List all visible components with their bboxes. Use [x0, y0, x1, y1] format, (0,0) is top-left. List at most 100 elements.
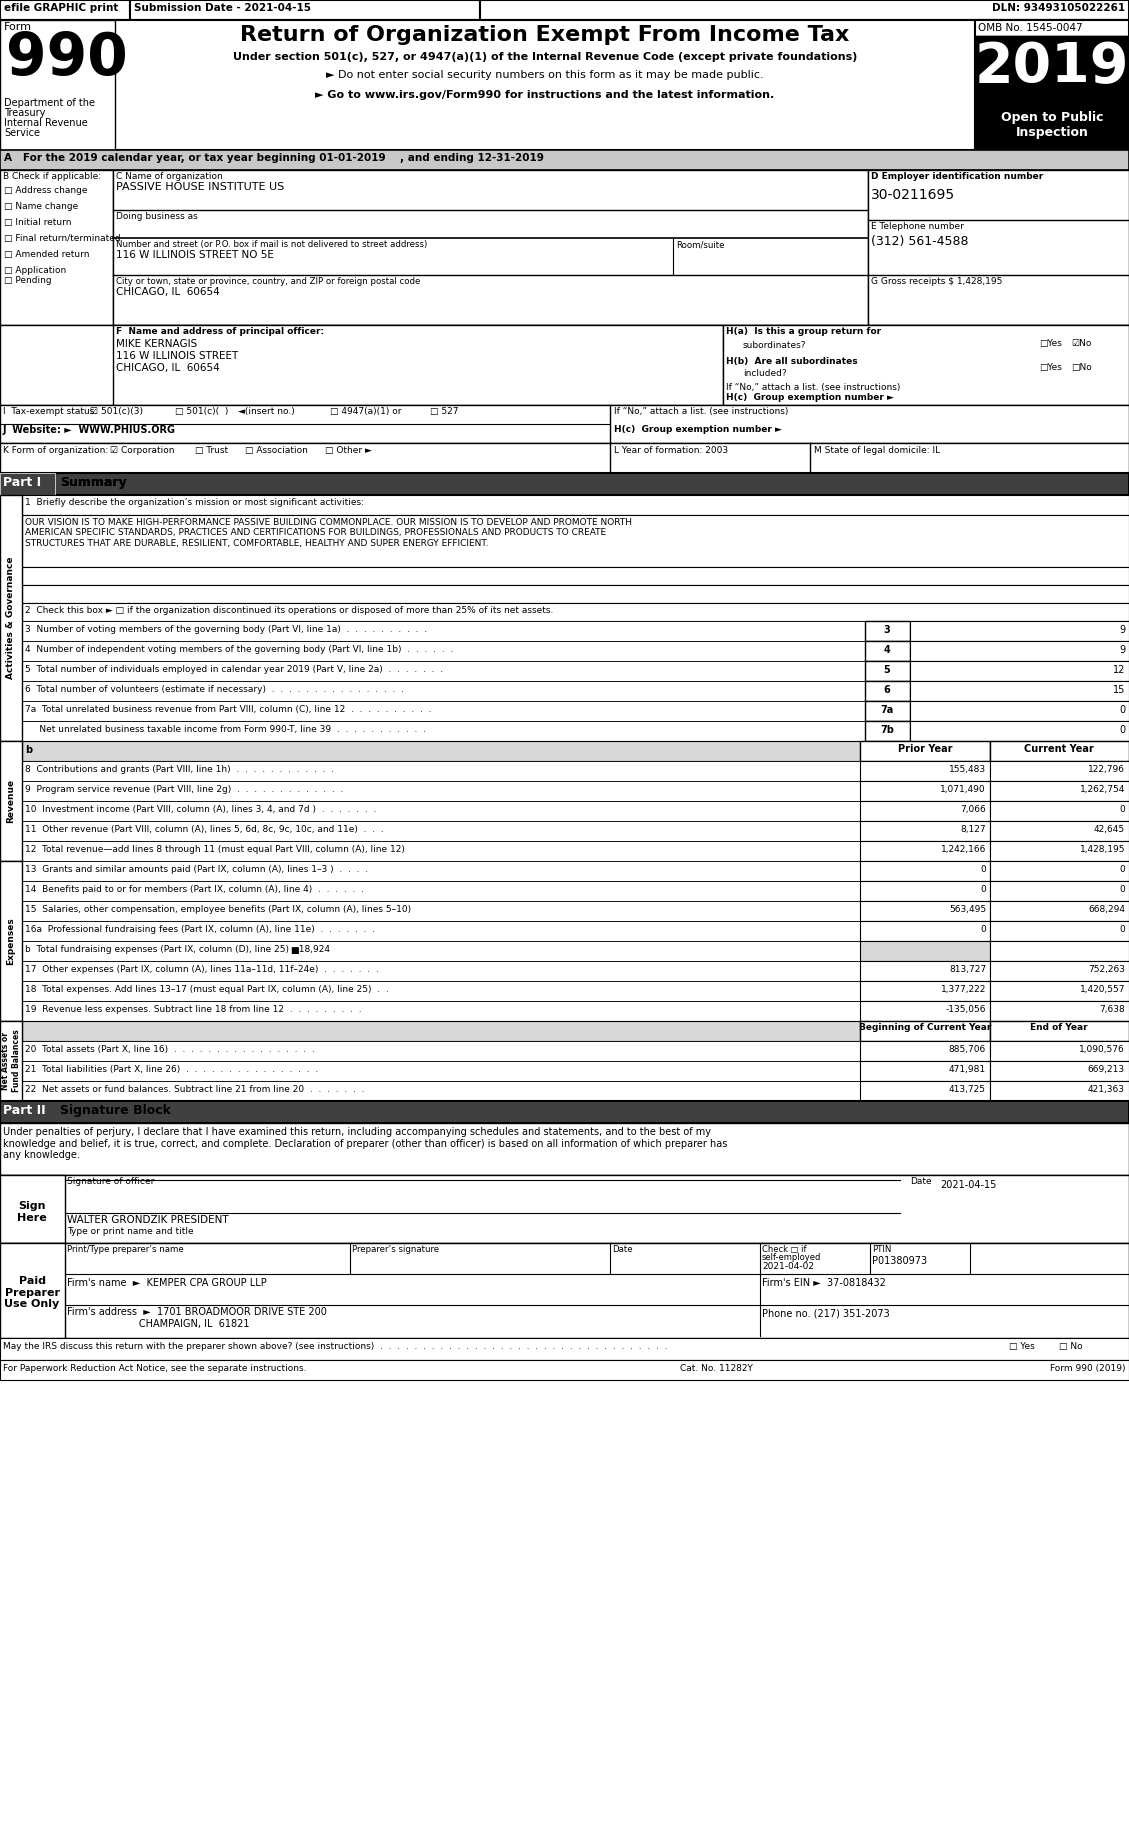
Bar	[21, 921, 860, 941]
Text: -135,056: -135,056	[945, 1005, 986, 1014]
Bar	[990, 780, 1129, 800]
Text: 4  Number of independent voting members of the governing body (Part VI, line 1b): 4 Number of independent voting members o…	[25, 645, 453, 654]
Text: 421,363: 421,363	[1088, 1085, 1124, 1094]
Bar	[990, 901, 1129, 921]
Bar	[21, 681, 865, 702]
Text: 18  Total expenses. Add lines 13–17 (must equal Part IX, column (A), line 25)  .: 18 Total expenses. Add lines 13–17 (must…	[25, 985, 388, 994]
Text: □ 527: □ 527	[430, 407, 458, 417]
Text: 1,090,576: 1,090,576	[1079, 1045, 1124, 1054]
Text: Paid
Preparer
Use Only: Paid Preparer Use Only	[5, 1275, 60, 1310]
Text: 42,645: 42,645	[1094, 826, 1124, 833]
Text: 17  Other expenses (Part IX, column (A), lines 11a–11d, 11f–24e)  .  .  .  .  . : 17 Other expenses (Part IX, column (A), …	[25, 965, 378, 974]
Bar	[860, 881, 990, 901]
Text: Room/suite: Room/suite	[676, 239, 725, 248]
Text: 1,377,222: 1,377,222	[940, 985, 986, 994]
Bar	[990, 941, 1129, 961]
Bar	[21, 780, 860, 800]
Text: 11  Other revenue (Part VIII, column (A), lines 5, 6d, 8c, 9c, 10c, and 11e)  . : 11 Other revenue (Part VIII, column (A),…	[25, 826, 384, 833]
Text: □ No: □ No	[1059, 1343, 1083, 1350]
Bar	[865, 621, 910, 641]
Text: 7,638: 7,638	[1100, 1005, 1124, 1014]
Text: 563,495: 563,495	[948, 904, 986, 914]
Bar	[130, 0, 480, 20]
Text: 413,725: 413,725	[949, 1085, 986, 1094]
Text: □Yes: □Yes	[1039, 340, 1062, 347]
Text: 2019: 2019	[974, 40, 1129, 93]
Text: Service: Service	[5, 128, 40, 139]
Text: CHAMPAIGN, IL  61821: CHAMPAIGN, IL 61821	[67, 1319, 250, 1328]
Text: 122,796: 122,796	[1088, 766, 1124, 775]
Bar	[990, 742, 1129, 762]
Text: Firm's name  ►  KEMPER CPA GROUP LLP: Firm's name ► KEMPER CPA GROUP LLP	[67, 1279, 266, 1288]
Text: 22  Net assets or fund balances. Subtract line 21 from line 20  .  .  .  .  .  .: 22 Net assets or fund balances. Subtract…	[25, 1085, 365, 1094]
Text: H(a)  Is this a group return for: H(a) Is this a group return for	[726, 327, 881, 336]
Bar	[21, 661, 865, 681]
Text: Net Assets or
Fund Balances: Net Assets or Fund Balances	[1, 1030, 20, 1093]
Text: PTIN: PTIN	[872, 1244, 892, 1253]
Text: ☑ 501(c)(3): ☑ 501(c)(3)	[90, 407, 143, 417]
Bar	[21, 820, 860, 840]
Text: Submission Date - 2021-04-15: Submission Date - 2021-04-15	[134, 4, 310, 13]
Bar	[21, 641, 865, 661]
Text: 14  Benefits paid to or for members (Part IX, column (A), line 4)  .  .  .  .  .: 14 Benefits paid to or for members (Part…	[25, 884, 364, 893]
Text: 3  Number of voting members of the governing body (Part VI, line 1a)  .  .  .  .: 3 Number of voting members of the govern…	[25, 625, 427, 634]
Text: 1,242,166: 1,242,166	[940, 846, 986, 853]
Bar	[990, 1021, 1129, 1041]
Bar	[990, 762, 1129, 780]
Bar	[860, 981, 990, 1001]
Text: 9: 9	[1119, 625, 1124, 636]
Text: For Paperwork Reduction Act Notice, see the separate instructions.: For Paperwork Reduction Act Notice, see …	[3, 1365, 306, 1374]
Text: Revenue: Revenue	[7, 778, 16, 822]
Bar	[990, 820, 1129, 840]
Text: self-employed: self-employed	[762, 1253, 822, 1262]
Bar	[860, 1061, 990, 1082]
Text: Firm's EIN ►  37-0818432: Firm's EIN ► 37-0818432	[762, 1279, 886, 1288]
Bar	[0, 1175, 65, 1242]
Bar	[21, 495, 1129, 515]
Text: 0: 0	[980, 924, 986, 934]
Text: 2  Check this box ► □ if the organization discontinued its operations or dispose: 2 Check this box ► □ if the organization…	[25, 607, 553, 616]
Bar	[0, 861, 21, 1021]
Text: efile GRAPHIC print: efile GRAPHIC print	[5, 4, 119, 13]
Bar	[0, 150, 1129, 170]
Text: ☑ Corporation: ☑ Corporation	[110, 446, 175, 455]
Text: Preparer’s signature: Preparer’s signature	[352, 1244, 439, 1253]
Bar	[990, 961, 1129, 981]
Text: 7a  Total unrelated business revenue from Part VIII, column (C), line 12  .  .  : 7a Total unrelated business revenue from…	[25, 705, 431, 714]
Text: Signature of officer: Signature of officer	[67, 1177, 155, 1186]
Text: Summary: Summary	[60, 477, 126, 490]
Text: b: b	[25, 745, 32, 755]
Text: Prior Year: Prior Year	[898, 744, 952, 755]
Text: DLN: 93493105022261: DLN: 93493105022261	[992, 4, 1124, 13]
Text: Treasury: Treasury	[5, 108, 45, 119]
Text: OMB No. 1545-0047: OMB No. 1545-0047	[978, 24, 1083, 33]
Text: Phone no. (217) 351-2073: Phone no. (217) 351-2073	[762, 1308, 890, 1319]
Text: 116 W ILLINOIS STREET NO 5E: 116 W ILLINOIS STREET NO 5E	[116, 250, 274, 259]
Bar	[990, 921, 1129, 941]
Bar	[0, 473, 1129, 495]
Text: If “No,” attach a list. (see instructions): If “No,” attach a list. (see instruction…	[726, 384, 900, 393]
Bar	[975, 37, 1129, 108]
Bar	[860, 961, 990, 981]
Bar	[990, 861, 1129, 881]
Bar	[910, 722, 1129, 742]
Text: 7b: 7b	[881, 725, 894, 734]
Text: 990: 990	[6, 29, 128, 88]
Text: subordinates?: subordinates?	[743, 342, 806, 351]
Text: Net unrelated business taxable income from Form 990-T, line 39  .  .  .  .  .  .: Net unrelated business taxable income fr…	[25, 725, 426, 734]
Text: 9: 9	[1119, 645, 1124, 656]
Text: CHICAGO, IL  60654: CHICAGO, IL 60654	[116, 364, 220, 373]
Text: MIKE KERNAGIS: MIKE KERNAGIS	[116, 340, 198, 349]
Text: ► Go to www.irs.gov/Form990 for instructions and the latest information.: ► Go to www.irs.gov/Form990 for instruct…	[315, 90, 774, 100]
Bar	[975, 108, 1129, 150]
Text: I  Tax-exempt status:: I Tax-exempt status:	[3, 407, 97, 417]
Bar	[0, 495, 21, 742]
Bar	[0, 1021, 21, 1102]
Text: 0: 0	[1119, 864, 1124, 873]
Bar	[990, 981, 1129, 1001]
Bar	[21, 881, 860, 901]
Bar	[21, 585, 1129, 603]
Text: A   For the 2019 calendar year, or tax year beginning 01-01-2019    , and ending: A For the 2019 calendar year, or tax yea…	[5, 153, 544, 163]
Text: F  Name and address of principal officer:: F Name and address of principal officer:	[116, 327, 324, 336]
Text: □ Pending: □ Pending	[5, 276, 52, 285]
